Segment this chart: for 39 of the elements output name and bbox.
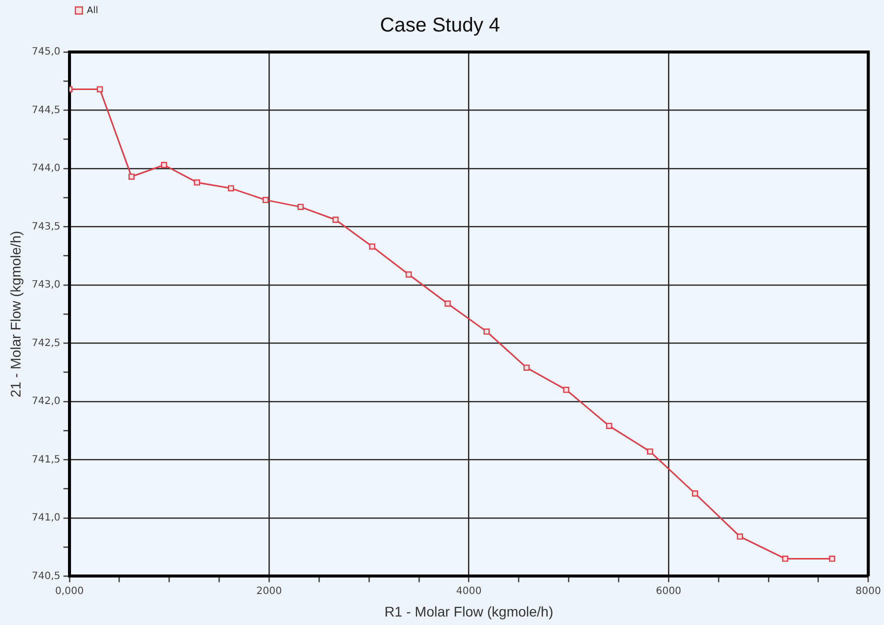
point: [406, 271, 412, 278]
y-tick-label: 745,0: [32, 46, 60, 58]
x-axis-title: R1 - Molar Flow (kgmole/h): [384, 603, 554, 620]
point: [782, 556, 788, 562]
y-tick-label: 741,0: [32, 512, 60, 524]
point: [484, 328, 490, 335]
y-tick-label: 744,5: [32, 104, 60, 116]
y-tick-label: 740,5: [32, 570, 60, 582]
y-axis-title: 21 - Molar Flow (kgmole/h): [7, 230, 24, 398]
point: [161, 162, 168, 168]
x-tick-label: 8000: [856, 586, 881, 597]
point: [369, 243, 376, 250]
point: [128, 174, 135, 180]
x-tick-label: 4000: [456, 586, 482, 597]
y-tick-label: 741,5: [32, 454, 60, 466]
y-tick-label: 744,0: [32, 163, 60, 174]
x-tick-label: 6000: [656, 586, 682, 597]
point: [692, 490, 698, 497]
point: [96, 86, 103, 92]
point: [829, 556, 836, 562]
x-tick-label: 0,000: [55, 586, 84, 597]
point: [563, 386, 570, 393]
point: [523, 364, 530, 371]
point: [228, 185, 234, 192]
point: [736, 534, 744, 540]
y-tick-label: 743,0: [32, 280, 60, 291]
x-tick-label: 2000: [256, 586, 282, 597]
point: [647, 448, 654, 455]
point: [262, 196, 269, 204]
legend-label: All: [86, 6, 98, 16]
point: [444, 300, 451, 307]
point: [298, 204, 304, 210]
chart-title: Case Study 4: [380, 14, 500, 37]
point: [194, 179, 200, 186]
point: [606, 422, 612, 430]
y-tick-label: 743,5: [32, 221, 60, 232]
y-tick-label: 742,5: [32, 338, 60, 349]
point: [332, 216, 339, 223]
y-tick-label: 742,0: [32, 396, 60, 408]
